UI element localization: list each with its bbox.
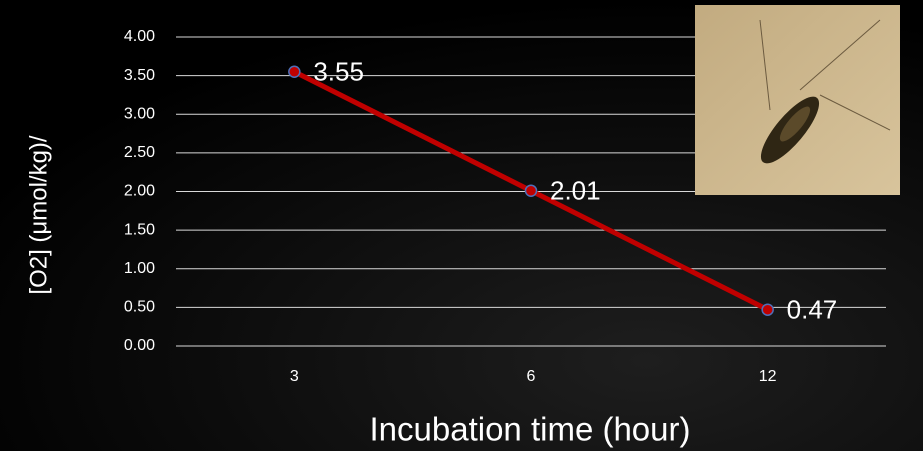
inset-photo (695, 5, 900, 195)
data-point (524, 184, 538, 197)
x-tick-label: 6 (527, 368, 536, 385)
data-label: 0.47 (787, 295, 838, 325)
y-tick-label: 0.50 (124, 299, 155, 316)
x-axis-label: Incubation time (hour) (370, 411, 691, 448)
y-tick-label: 4.00 (124, 28, 155, 45)
data-label: 3.55 (313, 57, 364, 87)
y-tick-label: 2.00 (124, 183, 155, 200)
y-axis-label: [O2] (μmol/kg)/ (25, 135, 52, 295)
x-tick-label: 12 (759, 368, 777, 385)
y-tick-label: 0.00 (124, 337, 155, 354)
y-tick-label: 1.00 (124, 260, 155, 277)
data-label: 2.01 (550, 176, 601, 206)
y-tick-label: 3.00 (124, 105, 155, 122)
data-point (761, 303, 774, 316)
y-tick-label: 3.50 (124, 67, 155, 84)
y-tick-label: 1.50 (124, 221, 155, 238)
data-point (288, 65, 301, 79)
x-tick-label: 3 (290, 368, 299, 385)
y-tick-label: 2.50 (124, 144, 155, 161)
